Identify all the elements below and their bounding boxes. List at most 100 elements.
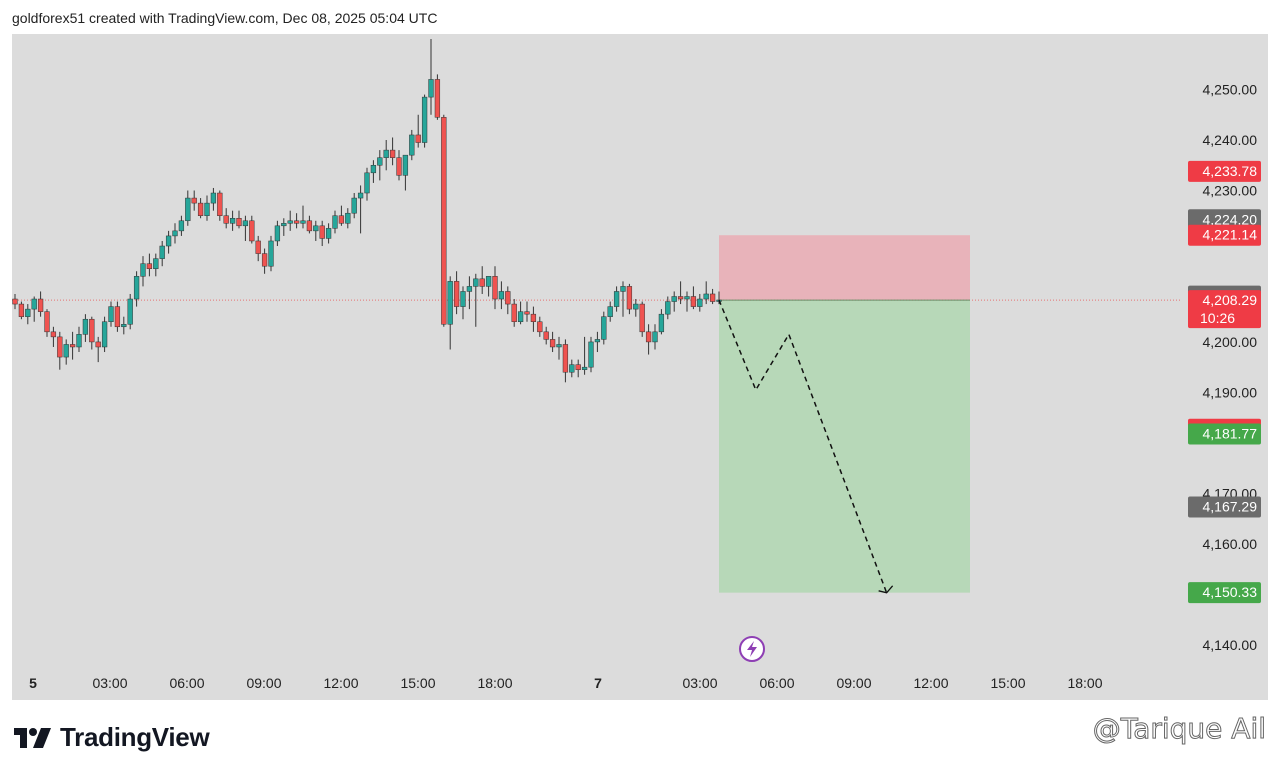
candle-body xyxy=(543,331,549,340)
candle-body xyxy=(300,220,306,224)
candle-body xyxy=(633,303,639,310)
chart-header: goldforex51 created with TradingView.com… xyxy=(12,10,438,26)
candle-body xyxy=(57,336,63,358)
candle-body xyxy=(210,192,217,204)
candle-body xyxy=(677,296,684,300)
price-tag-label: 4,150.33 xyxy=(1203,584,1258,600)
candle-body xyxy=(639,303,645,333)
candle-body xyxy=(498,291,505,300)
candle-body xyxy=(293,220,300,224)
candle-body xyxy=(434,79,441,118)
candle-body xyxy=(223,215,229,224)
candle-body xyxy=(313,225,319,232)
y-tick-label: 4,140.00 xyxy=(1203,637,1258,653)
x-tick-label: 03:00 xyxy=(92,675,127,691)
candle-body xyxy=(421,96,428,143)
price-tag-bg xyxy=(1188,160,1261,182)
candle-body xyxy=(76,334,82,348)
tradingview-logo[interactable]: TradingView xyxy=(14,722,210,753)
candle-body xyxy=(684,296,690,300)
candle-body xyxy=(466,286,473,292)
candle-body xyxy=(89,318,95,343)
price-tag-label: 4,181.77 xyxy=(1203,425,1258,441)
candle-body xyxy=(453,281,460,307)
x-tick-label: 18:00 xyxy=(477,675,512,691)
candle-body xyxy=(82,318,89,335)
candle-body xyxy=(690,296,697,307)
candle-body xyxy=(63,344,69,358)
price-tag-label: 4,221.14 xyxy=(1203,227,1258,243)
x-tick-label: 7 xyxy=(594,675,602,691)
candle-body xyxy=(671,296,677,302)
candle-body xyxy=(44,311,50,333)
price-tag[interactable]: 4,150.33 xyxy=(1188,582,1261,604)
x-tick-label: 03:00 xyxy=(682,675,717,691)
candle-body xyxy=(172,230,178,237)
x-tick-label: 18:00 xyxy=(1067,675,1102,691)
candle-body xyxy=(460,291,466,307)
candle-body xyxy=(479,278,485,287)
candle-body xyxy=(268,240,274,267)
candle-body xyxy=(473,278,479,287)
candle-body xyxy=(665,301,671,315)
candle-body xyxy=(12,298,18,305)
candle-body xyxy=(581,366,588,370)
candle-body xyxy=(255,240,261,254)
price-tag[interactable]: 4,167.29 xyxy=(1188,496,1261,518)
y-tick-label: 4,250.00 xyxy=(1203,82,1258,98)
price-tag-label: 4,208.29 xyxy=(1203,292,1258,308)
price-tag-bg xyxy=(1188,423,1261,445)
tradingview-logo-icon xyxy=(14,727,51,748)
price-tag[interactable]: 4,221.14 xyxy=(1188,224,1261,246)
candle-body xyxy=(709,293,716,302)
candle-body xyxy=(402,154,409,176)
candle-body xyxy=(178,220,185,232)
price-tag[interactable]: 4,233.78 xyxy=(1188,160,1261,182)
candle-body xyxy=(409,134,415,156)
candle-body xyxy=(357,192,364,199)
projection-path xyxy=(718,299,888,594)
price-tag[interactable]: 4,181.77 xyxy=(1188,423,1261,445)
candle-body xyxy=(697,298,703,307)
stop-loss-zone[interactable] xyxy=(719,235,970,301)
price-tag[interactable]: 4,208.29 10:26 xyxy=(1188,290,1261,329)
x-tick-label: 09:00 xyxy=(246,675,281,691)
candle-body xyxy=(306,220,313,232)
x-tick-label: 06:00 xyxy=(169,675,204,691)
candle-body xyxy=(185,197,191,222)
candle-body xyxy=(658,313,665,333)
candle-body xyxy=(18,303,25,317)
candle-body xyxy=(575,364,581,370)
y-tick-label: 4,230.00 xyxy=(1203,182,1258,198)
candle-body xyxy=(25,308,31,317)
candle-body xyxy=(165,235,172,247)
plot-background xyxy=(12,34,1268,700)
candle-body xyxy=(50,331,57,338)
candle-body xyxy=(197,202,204,216)
candle-body xyxy=(530,313,537,322)
candle-body xyxy=(428,79,434,98)
price-tag-bg xyxy=(1188,582,1261,604)
candle-body xyxy=(588,341,594,368)
candle-body xyxy=(537,321,543,333)
candle-body xyxy=(140,263,146,277)
y-tick-label: 4,240.00 xyxy=(1203,132,1258,148)
candle-body xyxy=(261,253,268,267)
candle-body xyxy=(415,134,421,143)
candle-body xyxy=(505,291,511,305)
take-profit-zone[interactable] xyxy=(719,300,970,593)
candle-body xyxy=(204,202,210,216)
candle-body xyxy=(594,339,601,343)
lightning-icon[interactable] xyxy=(739,636,765,662)
candle-body xyxy=(549,339,556,348)
y-tick-label: 4,160.00 xyxy=(1203,536,1258,552)
y-tick-label: 4,200.00 xyxy=(1203,334,1258,350)
candle-body xyxy=(153,258,159,269)
candle-body xyxy=(249,220,255,242)
candle-body xyxy=(524,311,530,315)
candle-body xyxy=(377,157,383,166)
candle-body xyxy=(645,331,652,343)
candle-body xyxy=(626,286,633,310)
candle-body xyxy=(441,117,447,325)
